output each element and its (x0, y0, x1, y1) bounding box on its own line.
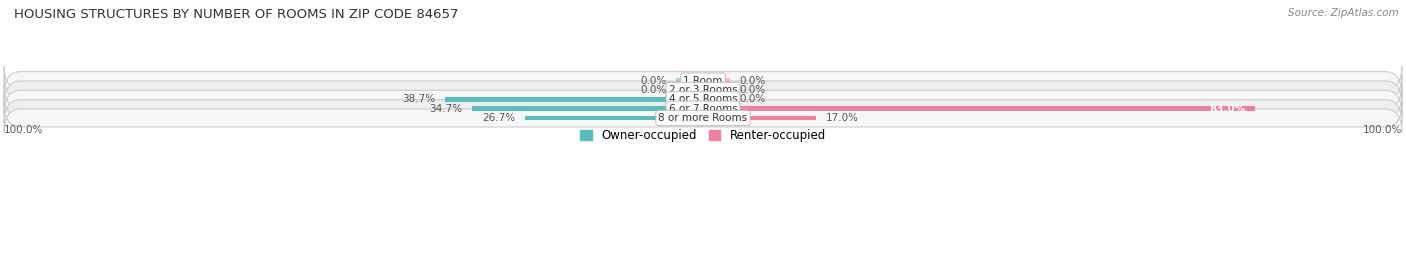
Legend: Owner-occupied, Renter-occupied: Owner-occupied, Renter-occupied (575, 124, 831, 146)
Bar (526, 116, 703, 121)
FancyBboxPatch shape (4, 104, 1402, 132)
Text: 38.7%: 38.7% (402, 94, 436, 104)
Text: 26.7%: 26.7% (482, 113, 516, 123)
Text: 0.0%: 0.0% (740, 94, 766, 104)
Text: 100.0%: 100.0% (1362, 125, 1402, 134)
Text: 4 or 5 Rooms: 4 or 5 Rooms (669, 94, 737, 104)
Text: 83.0%: 83.0% (1209, 104, 1246, 114)
Text: 34.7%: 34.7% (429, 104, 463, 114)
Text: 0.0%: 0.0% (740, 76, 766, 86)
Text: 1 Room: 1 Room (683, 76, 723, 86)
Bar (703, 87, 730, 92)
Text: 8 or more Rooms: 8 or more Rooms (658, 113, 748, 123)
Bar (703, 78, 730, 83)
FancyBboxPatch shape (4, 85, 1402, 114)
Text: 0.0%: 0.0% (740, 85, 766, 95)
Bar (703, 106, 1256, 111)
Text: Source: ZipAtlas.com: Source: ZipAtlas.com (1288, 8, 1399, 18)
Text: 2 or 3 Rooms: 2 or 3 Rooms (669, 85, 737, 95)
FancyBboxPatch shape (4, 76, 1402, 104)
FancyBboxPatch shape (4, 66, 1402, 95)
Text: 0.0%: 0.0% (640, 85, 666, 95)
Text: 17.0%: 17.0% (827, 113, 859, 123)
Bar (703, 116, 815, 121)
Bar (676, 78, 703, 83)
Bar (446, 97, 703, 102)
Text: 6 or 7 Rooms: 6 or 7 Rooms (669, 104, 737, 114)
Text: HOUSING STRUCTURES BY NUMBER OF ROOMS IN ZIP CODE 84657: HOUSING STRUCTURES BY NUMBER OF ROOMS IN… (14, 8, 458, 21)
Bar (472, 106, 703, 111)
Text: 100.0%: 100.0% (4, 125, 44, 134)
Bar (703, 97, 730, 102)
Text: 0.0%: 0.0% (640, 76, 666, 86)
FancyBboxPatch shape (4, 94, 1402, 123)
Bar (676, 87, 703, 92)
